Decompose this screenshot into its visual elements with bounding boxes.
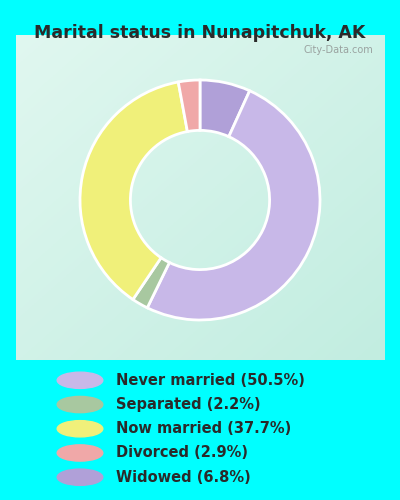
Circle shape — [57, 420, 103, 437]
Text: Never married (50.5%): Never married (50.5%) — [116, 373, 305, 388]
Wedge shape — [178, 80, 200, 132]
Circle shape — [57, 372, 103, 388]
Circle shape — [57, 445, 103, 461]
Text: Divorced (2.9%): Divorced (2.9%) — [116, 446, 248, 460]
Text: Marital status in Nunapitchuk, AK: Marital status in Nunapitchuk, AK — [34, 24, 366, 42]
Circle shape — [57, 396, 103, 412]
Wedge shape — [133, 258, 170, 308]
Text: Widowed (6.8%): Widowed (6.8%) — [116, 470, 251, 484]
Text: Separated (2.2%): Separated (2.2%) — [116, 397, 261, 412]
Text: City-Data.com: City-Data.com — [303, 45, 373, 54]
Circle shape — [57, 469, 103, 486]
Wedge shape — [147, 91, 320, 320]
Wedge shape — [200, 80, 250, 136]
Wedge shape — [80, 82, 188, 300]
Text: Now married (37.7%): Now married (37.7%) — [116, 421, 291, 436]
